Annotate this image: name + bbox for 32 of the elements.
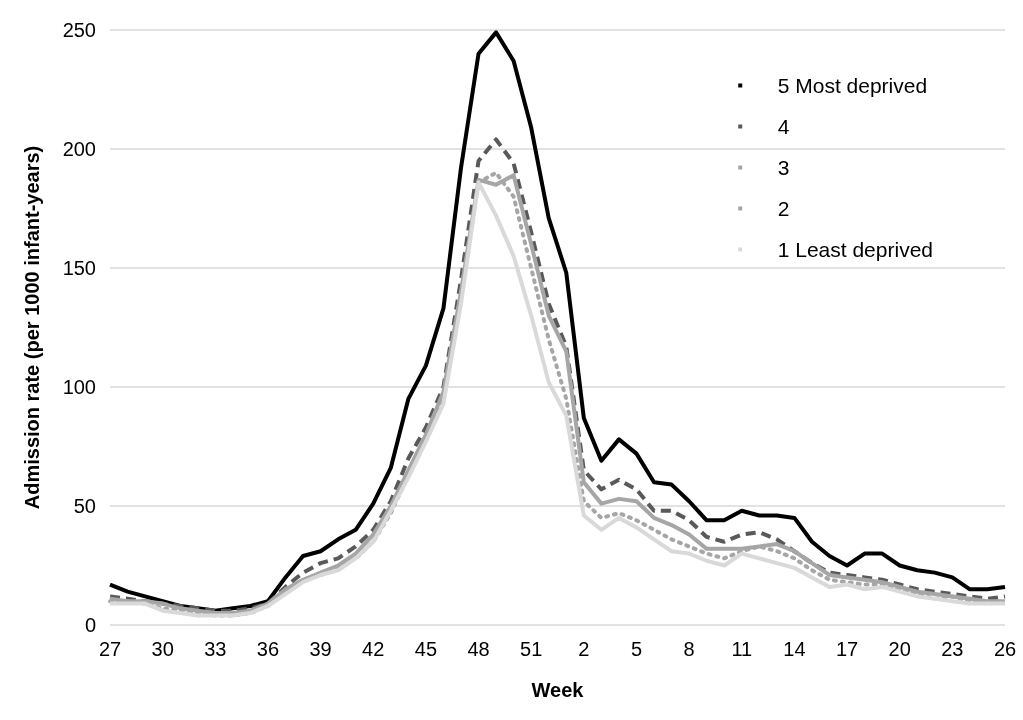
legend-label: 2: [777, 197, 790, 220]
x-tick-label: 45: [414, 638, 438, 660]
x-axis-title: Week: [531, 679, 585, 701]
y-tick-label: 0: [84, 614, 96, 636]
x-tick-label: 20: [888, 638, 911, 660]
line-series: [108, 30, 1007, 613]
x-tick-label: 42: [362, 638, 385, 660]
y-tick-label: 200: [62, 138, 96, 160]
legend-label: 4: [777, 115, 790, 138]
x-tick-label: 51: [520, 638, 543, 660]
x-tick-label: 30: [151, 638, 174, 660]
legend-label: 3: [777, 156, 790, 179]
x-tick-label: 36: [256, 638, 280, 660]
x-tick-label: 27: [98, 638, 122, 660]
x-tick-label: 39: [309, 638, 332, 660]
legend-label: 5 Most deprived: [777, 74, 928, 97]
x-tick-label: 2: [578, 638, 590, 660]
x-tick-label: 48: [467, 638, 490, 660]
x-tick-label: 14: [783, 638, 806, 660]
x-tick-label: 5: [630, 638, 643, 660]
y-tick-label: 250: [62, 19, 96, 41]
y-tick-label: 150: [62, 257, 96, 279]
y-tick-label: 50: [73, 495, 96, 517]
x-tick-label: 8: [683, 638, 695, 660]
x-tick-label: 26: [993, 638, 1017, 660]
x-tick-label: 23: [941, 638, 964, 660]
legend-label: 1 Least deprived: [777, 238, 934, 261]
y-axis-title: Admission rate (per 1000 infant-years): [21, 145, 43, 510]
y-tick-label: 100: [62, 376, 96, 398]
x-tick-label: 11: [731, 638, 753, 660]
x-tick-label: 17: [835, 638, 859, 660]
x-tick-label: 33: [204, 638, 227, 660]
